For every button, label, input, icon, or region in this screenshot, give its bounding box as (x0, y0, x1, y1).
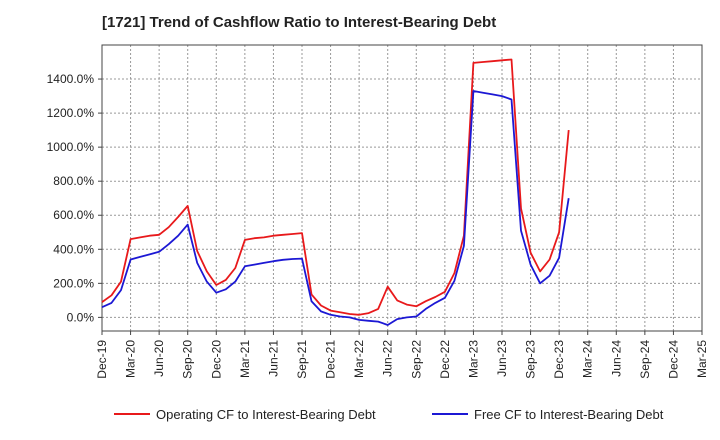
x-tick-label: Jun-20 (152, 340, 166, 377)
x-tick-label: Dec-21 (324, 340, 338, 379)
x-axis: Dec-19 Mar-20 Jun-20 Sep-20 Dec-20 Mar-21 Jun-… (95, 331, 709, 379)
x-tick-label: Sep-24 (638, 340, 652, 379)
plot-area-border (101, 44, 703, 332)
x-tick-label: Jun-24 (609, 340, 623, 377)
y-tick-label: 600.0% (53, 208, 94, 222)
x-tick-label: Dec-23 (552, 340, 566, 379)
grid (102, 45, 702, 331)
x-tick-label: Dec-22 (438, 340, 452, 379)
x-tick-label: Jun-22 (381, 340, 395, 377)
y-tick-label: 1200.0% (47, 106, 95, 120)
x-tick-label: Dec-20 (209, 340, 223, 379)
legend-label-2: Free CF to Interest-Bearing Debt (474, 407, 664, 422)
y-tick-label: 200.0% (53, 276, 94, 290)
x-tick-label: Mar-24 (581, 340, 595, 378)
y-tick-label: 1400.0% (47, 72, 95, 86)
x-tick-label: Dec-24 (666, 340, 680, 379)
x-tick-label: Mar-22 (352, 340, 366, 378)
legend: Operating CF to Interest-Bearing Debt Fre… (114, 407, 664, 422)
y-tick-label: 400.0% (53, 242, 94, 256)
y-tick-label: 1000.0% (47, 140, 95, 154)
x-tick-label: Jun-21 (266, 340, 280, 377)
x-tick-label: Sep-20 (181, 340, 195, 379)
x-tick-label: Mar-20 (124, 340, 138, 378)
x-tick-label: Mar-21 (238, 340, 252, 378)
x-tick-label: Sep-23 (524, 340, 538, 379)
x-tick-label: Jun-23 (495, 340, 509, 377)
y-axis: 0.0% 200.0% 400.0% 600.0% 800.0% 1000.0% 1200.… (47, 72, 102, 324)
x-tick-label: Mar-25 (695, 340, 709, 378)
x-tick-label: Sep-21 (295, 340, 309, 379)
series-lines (101, 58, 570, 326)
series-line-2 (101, 90, 570, 326)
legend-label-1: Operating CF to Interest-Bearing Debt (156, 407, 376, 422)
chart-title: [1721] Trend of Cashflow Ratio to Intere… (102, 14, 497, 31)
y-tick-label: 0.0% (67, 310, 95, 324)
x-tick-label: Mar-23 (466, 340, 480, 378)
x-tick-label: Sep-22 (409, 340, 423, 379)
y-tick-label: 800.0% (53, 174, 94, 188)
series-line-1 (101, 58, 570, 316)
x-tick-label: Dec-19 (95, 340, 109, 379)
